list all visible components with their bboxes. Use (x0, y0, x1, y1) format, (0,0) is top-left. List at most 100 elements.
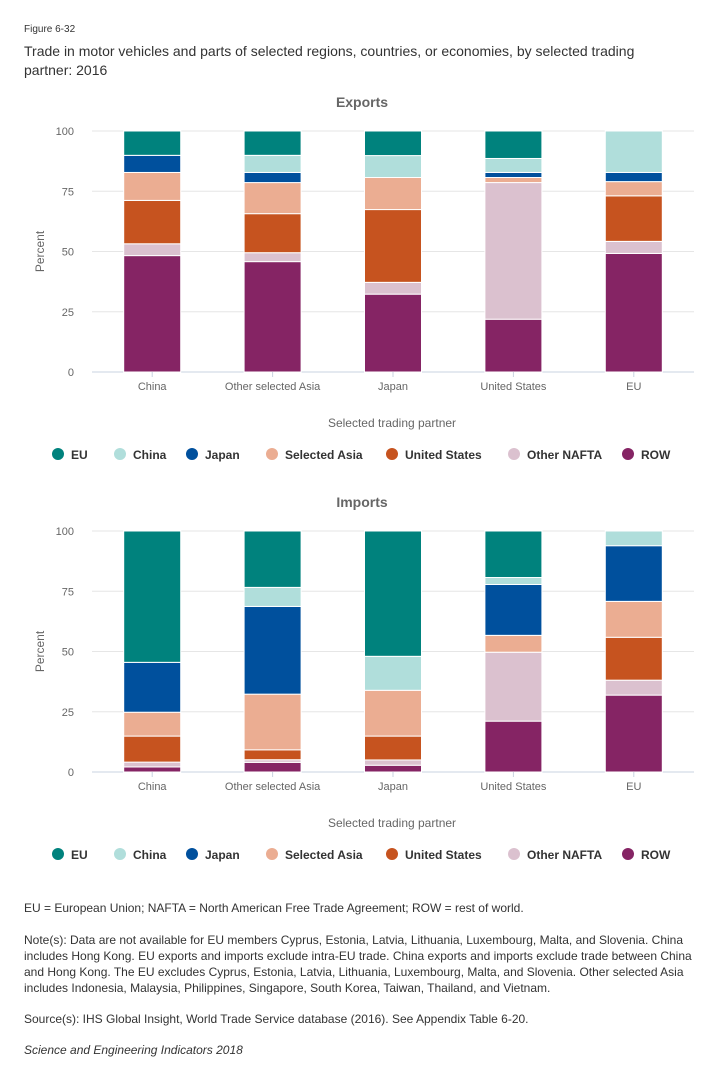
bar-segment-selected-asia (364, 689, 422, 737)
x-tick-label: Other selected Asia (225, 381, 321, 393)
legend-swatch (52, 848, 64, 860)
legend-item-eu[interactable]: EU (52, 848, 88, 862)
legend-item-united-states[interactable]: United States (386, 448, 482, 462)
y-tick-label: 0 (68, 767, 74, 779)
x-tick-label: Other selected Asia (225, 781, 321, 793)
bar-segment-eu (484, 530, 543, 579)
bar-segment-japan (123, 154, 182, 173)
abbreviations-note: EU = European Union; NAFTA = North Ameri… (24, 901, 524, 915)
legend-item-selected-asia[interactable]: Selected Asia (266, 448, 363, 462)
bar-segment-row (604, 252, 663, 373)
y-tick-label: 0 (68, 367, 74, 379)
bar-segment-japan (604, 545, 663, 602)
bar-segment-selected-asia (604, 181, 663, 197)
bar-segment-row (243, 261, 302, 373)
legend-swatch (622, 448, 634, 460)
legend-item-other-nafta[interactable]: Other NAFTA (508, 448, 602, 462)
bar-segment-row (364, 764, 422, 773)
legend-item-row[interactable]: ROW (622, 848, 671, 862)
x-tick-label: Japan (378, 781, 408, 793)
legend-swatch (186, 848, 198, 860)
figure-label: Figure 6-32 (24, 24, 76, 35)
legend-swatch (266, 448, 278, 460)
bar-segment-china (484, 577, 543, 586)
legend-label: Japan (205, 848, 240, 862)
chart-title: Exports (336, 94, 388, 110)
bar-segment-other-nafta (604, 240, 663, 254)
bar-segment-united-states (123, 735, 182, 763)
bar-stack-china (123, 130, 182, 373)
y-tick-label: 75 (62, 186, 74, 198)
y-axis-label: Percent (33, 230, 47, 272)
bar-segment-japan (604, 171, 663, 183)
legend-swatch (508, 448, 520, 460)
bar-segment-eu (364, 530, 422, 657)
exports-chart: Exports 0 25 50 75 100 Percent China Other selec… (33, 94, 694, 462)
legend-item-selected-asia[interactable]: Selected Asia (266, 848, 363, 862)
bar-segment-row (364, 293, 422, 373)
bar-segment-row (484, 318, 543, 373)
bar-segment-row (243, 761, 302, 773)
legend-item-eu[interactable]: EU (52, 448, 88, 462)
bar-segment-eu (484, 130, 543, 159)
bar-segment-selected-asia (484, 177, 543, 184)
legend-swatch (186, 448, 198, 460)
legend-item-other-nafta[interactable]: Other NAFTA (508, 848, 602, 862)
bar-segment-china (604, 530, 663, 547)
bar-segment-japan (243, 171, 302, 184)
bar-segment-japan (484, 584, 543, 636)
bar-segment-row (604, 694, 663, 773)
bar-segment-eu (243, 530, 302, 588)
bar-segment-united-states (604, 195, 663, 242)
bar-segment-other-nafta (123, 243, 182, 257)
legend-item-china[interactable]: China (114, 848, 167, 862)
bar-segment-other-nafta (243, 252, 302, 263)
x-tick-label: China (138, 381, 168, 393)
bar-segment-selected-asia (364, 177, 422, 211)
legend-swatch (266, 848, 278, 860)
x-tick-label: China (138, 781, 168, 793)
legend-label: China (133, 448, 167, 462)
bar-segment-japan (484, 171, 543, 179)
bar-segment-selected-asia (243, 693, 302, 751)
legend-item-japan[interactable]: Japan (186, 848, 240, 862)
bar-segment-china (364, 155, 422, 179)
legend-item-japan[interactable]: Japan (186, 448, 240, 462)
bar-stack-japan (364, 130, 422, 373)
credit-text: Science and Engineering Indicators 2018 (24, 1043, 243, 1057)
legend-item-china[interactable]: China (114, 448, 167, 462)
legend-label: China (133, 848, 167, 862)
bar-segment-china (243, 154, 302, 173)
legend-item-united-states[interactable]: United States (386, 848, 482, 862)
legend-item-row[interactable]: ROW (622, 448, 671, 462)
legend-label: ROW (641, 448, 671, 462)
y-tick-label: 100 (56, 126, 74, 138)
figure-title: Trade in motor vehicles and parts of sel… (24, 43, 635, 78)
legend-label: Japan (205, 448, 240, 462)
bar-stack-eu (604, 130, 663, 373)
y-tick-label: 75 (62, 586, 74, 598)
bar-segment-united-states (364, 209, 422, 283)
y-tick-label: 50 (62, 247, 74, 259)
legend-label: EU (71, 448, 88, 462)
bar-segment-united-states (243, 749, 302, 761)
bar-stack-china (123, 530, 182, 773)
legend-label: Selected Asia (285, 848, 363, 862)
legend-swatch (114, 848, 126, 860)
legend-swatch (622, 848, 634, 860)
chart-title: Imports (336, 494, 388, 510)
y-tick-label: 50 (62, 647, 74, 659)
y-tick-label: 100 (56, 526, 74, 538)
x-tick-label: EU (626, 781, 641, 793)
bar-stack-japan (364, 530, 422, 773)
bar-segment-eu (364, 130, 422, 157)
x-tick-label: United States (480, 781, 547, 793)
bar-segment-row (123, 766, 182, 773)
bar-segment-china (484, 157, 543, 173)
bar-segment-eu (123, 130, 182, 156)
bar-segment-united-states (123, 199, 182, 245)
bar-segment-row (123, 255, 182, 373)
bar-segment-selected-asia (123, 711, 182, 737)
x-axis-label: Selected trading partner (328, 416, 456, 430)
bar-segment-other-nafta (123, 761, 182, 768)
